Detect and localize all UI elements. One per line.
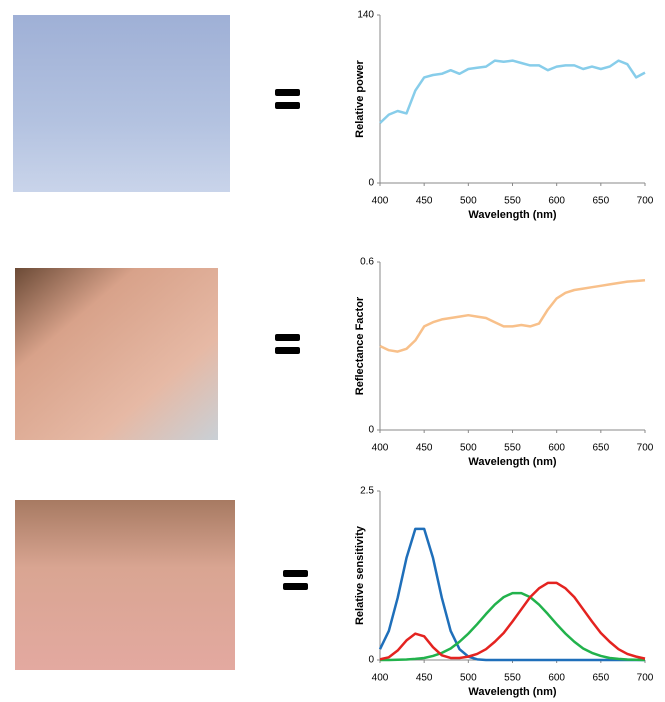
y-axis-label: Relative power	[354, 59, 366, 137]
data-line	[378, 527, 645, 662]
skin-photo	[15, 268, 218, 440]
x-tick-label: 400	[372, 673, 389, 684]
data-line	[379, 278, 646, 353]
data-line	[379, 59, 646, 124]
y-tick-label: 0	[368, 425, 374, 436]
sky-photo	[13, 15, 230, 192]
x-tick-label: 600	[548, 673, 565, 684]
x-tick-label: 650	[592, 443, 609, 454]
equals-signs	[275, 89, 308, 590]
x-axis-label: Wavelength (nm)	[468, 686, 557, 698]
x-tick-label: 400	[372, 196, 389, 207]
y-tick-label: 0.6	[360, 257, 374, 268]
x-tick-label: 500	[460, 673, 477, 684]
data-line	[380, 591, 646, 662]
x-tick-label: 550	[504, 196, 521, 207]
x-tick-label: 450	[416, 673, 433, 684]
y-tick-label: 0	[368, 655, 374, 666]
y-tick-label: 0	[368, 178, 374, 189]
x-tick-label: 550	[504, 443, 521, 454]
eye-photo	[15, 500, 235, 670]
x-tick-label: 600	[548, 443, 565, 454]
x-tick-label: 500	[460, 196, 477, 207]
x-axis-label: Wavelength (nm)	[468, 456, 557, 468]
x-tick-label: 700	[637, 673, 654, 684]
y-axis-label: Relative sensitivity	[354, 525, 366, 625]
x-tick-label: 700	[637, 443, 654, 454]
x-tick-label: 550	[504, 673, 521, 684]
x-tick-label: 450	[416, 196, 433, 207]
y-tick-label: 140	[357, 10, 374, 21]
x-tick-label: 650	[592, 196, 609, 207]
data-line	[379, 581, 646, 661]
x-tick-label: 450	[416, 443, 433, 454]
x-axis-label: Wavelength (nm)	[468, 209, 557, 221]
x-tick-label: 700	[637, 196, 654, 207]
x-tick-label: 650	[592, 673, 609, 684]
x-tick-label: 500	[460, 443, 477, 454]
y-tick-label: 2.5	[360, 486, 374, 497]
x-tick-label: 400	[372, 443, 389, 454]
y-axis-label: Reflectance Factor	[354, 296, 366, 395]
x-tick-label: 600	[548, 196, 565, 207]
